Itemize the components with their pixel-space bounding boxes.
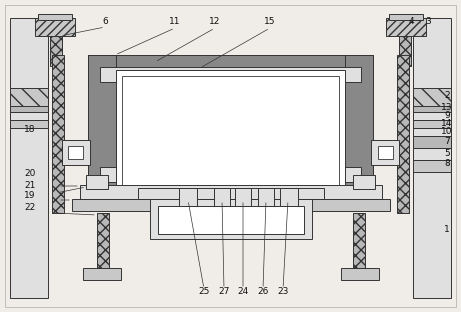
Bar xyxy=(345,55,373,191)
Bar xyxy=(235,188,251,206)
Bar xyxy=(397,55,409,213)
Text: 14: 14 xyxy=(441,119,453,129)
Bar xyxy=(371,140,399,165)
Bar xyxy=(413,112,451,120)
Bar xyxy=(10,88,48,106)
Bar xyxy=(10,106,48,112)
Bar xyxy=(378,146,393,159)
Bar xyxy=(62,140,90,165)
Text: 23: 23 xyxy=(278,287,289,296)
Text: 26: 26 xyxy=(257,287,269,296)
Bar xyxy=(72,199,390,211)
Text: 10: 10 xyxy=(441,128,453,137)
Bar xyxy=(413,148,451,160)
Bar xyxy=(353,213,365,268)
Bar xyxy=(150,199,312,239)
Bar xyxy=(341,268,379,280)
Text: 27: 27 xyxy=(219,287,230,296)
Text: 15: 15 xyxy=(264,17,276,27)
Bar xyxy=(52,55,64,213)
Bar xyxy=(389,14,423,20)
Bar xyxy=(158,206,304,234)
Text: 8: 8 xyxy=(444,159,450,168)
Bar xyxy=(116,70,345,192)
Text: 24: 24 xyxy=(237,287,248,296)
Bar xyxy=(413,18,451,298)
Bar xyxy=(10,112,48,120)
Bar xyxy=(100,167,361,182)
Text: 6: 6 xyxy=(102,17,108,27)
Bar xyxy=(413,160,451,172)
Bar xyxy=(179,188,197,206)
Bar xyxy=(97,213,109,268)
Text: 12: 12 xyxy=(209,17,221,27)
Bar xyxy=(399,36,411,66)
Bar xyxy=(88,55,116,191)
Bar xyxy=(413,128,451,136)
Bar xyxy=(86,175,108,189)
Bar xyxy=(83,268,121,280)
Text: 18: 18 xyxy=(24,125,36,134)
Text: 5: 5 xyxy=(444,149,450,158)
Text: 25: 25 xyxy=(198,287,210,296)
Bar xyxy=(100,67,361,82)
Text: 3: 3 xyxy=(425,17,431,27)
Bar xyxy=(122,76,339,186)
Text: 9: 9 xyxy=(444,111,450,120)
Bar xyxy=(280,188,298,206)
Text: 20: 20 xyxy=(24,169,35,178)
Bar xyxy=(214,188,230,206)
Bar xyxy=(88,55,373,83)
Text: 7: 7 xyxy=(444,138,450,147)
Bar xyxy=(413,120,451,128)
Bar xyxy=(50,36,62,66)
Bar xyxy=(35,18,75,36)
Text: 1: 1 xyxy=(444,226,450,235)
Text: 21: 21 xyxy=(24,181,35,189)
Bar xyxy=(88,163,373,191)
Bar xyxy=(386,18,426,36)
Text: 4: 4 xyxy=(408,17,414,27)
Bar xyxy=(80,185,382,199)
Bar xyxy=(38,14,72,20)
Bar xyxy=(68,146,83,159)
Bar xyxy=(138,188,324,199)
Text: 13: 13 xyxy=(441,104,453,113)
Bar xyxy=(413,106,451,112)
Bar xyxy=(353,175,375,189)
Text: 2: 2 xyxy=(444,90,450,100)
Text: 11: 11 xyxy=(169,17,181,27)
Bar xyxy=(10,120,48,128)
Text: 22: 22 xyxy=(24,203,35,212)
Bar xyxy=(413,88,451,106)
Bar xyxy=(413,136,451,148)
Bar xyxy=(258,188,274,206)
Bar xyxy=(10,18,48,298)
Text: 19: 19 xyxy=(24,192,36,201)
